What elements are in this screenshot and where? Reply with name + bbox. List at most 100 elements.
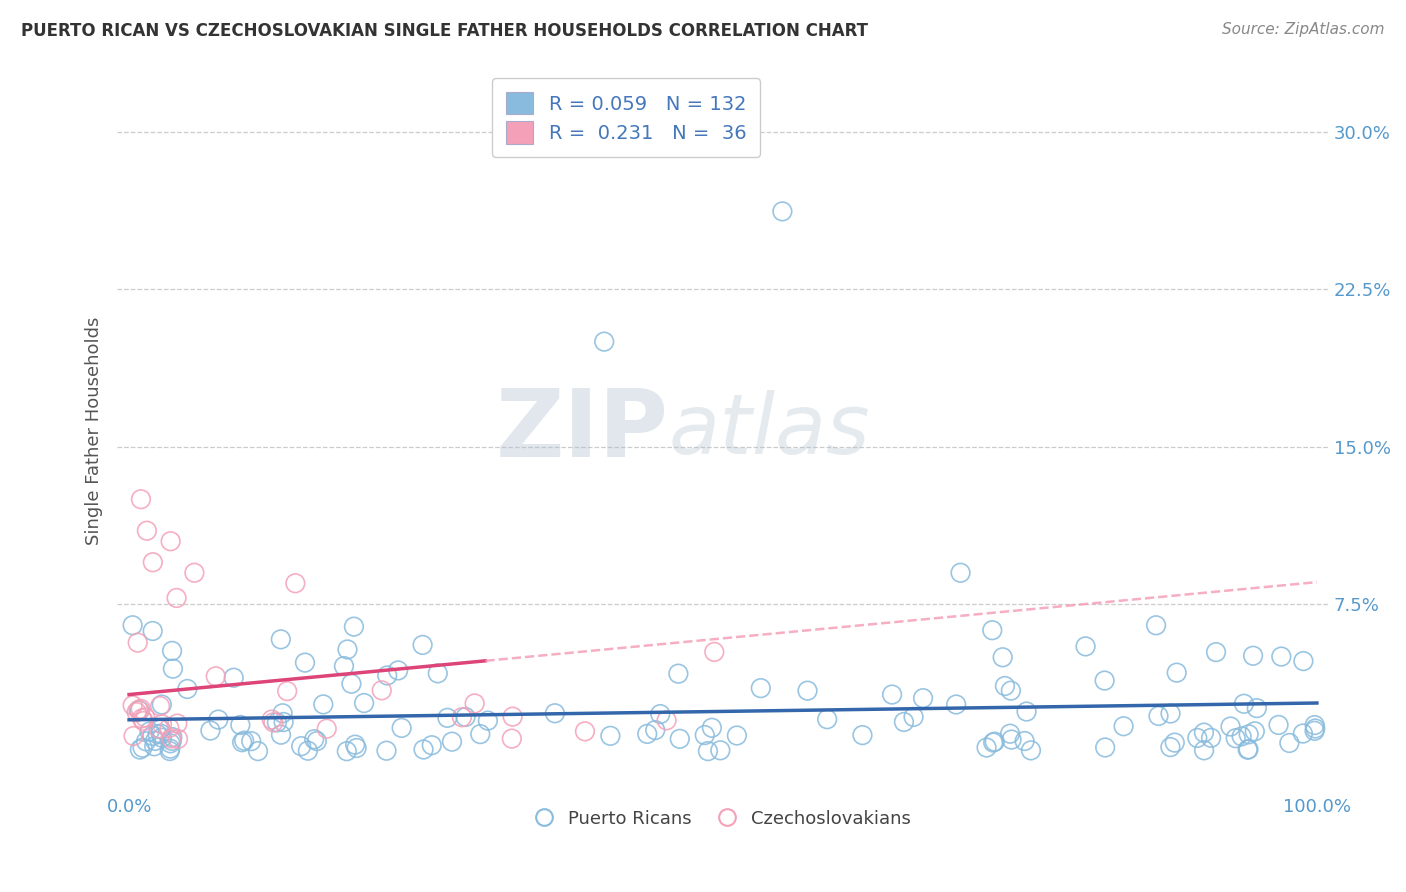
- Point: [1014, 734, 1036, 748]
- Point: [1112, 719, 1135, 733]
- Point: [333, 659, 356, 673]
- Point: [1237, 742, 1260, 756]
- Point: [1230, 730, 1253, 744]
- Point: [315, 722, 337, 736]
- Point: [290, 739, 312, 754]
- Y-axis label: Single Father Households: Single Father Households: [86, 317, 103, 545]
- Point: [1303, 723, 1326, 738]
- Legend: Puerto Ricans, Czechoslovakians: Puerto Ricans, Czechoslovakians: [529, 802, 918, 835]
- Point: [700, 721, 723, 735]
- Point: [725, 729, 748, 743]
- Point: [574, 724, 596, 739]
- Point: [166, 591, 188, 605]
- Point: [668, 731, 690, 746]
- Point: [983, 734, 1005, 748]
- Point: [121, 618, 143, 632]
- Point: [159, 744, 181, 758]
- Point: [159, 741, 181, 756]
- Point: [1246, 701, 1268, 715]
- Point: [1292, 654, 1315, 668]
- Point: [135, 524, 157, 538]
- Point: [121, 698, 143, 713]
- Point: [222, 671, 245, 685]
- Point: [270, 632, 292, 647]
- Point: [903, 710, 925, 724]
- Point: [240, 734, 263, 748]
- Point: [260, 713, 283, 727]
- Point: [893, 714, 915, 729]
- Point: [501, 731, 523, 746]
- Point: [851, 728, 873, 742]
- Point: [650, 707, 672, 722]
- Point: [1074, 640, 1097, 654]
- Point: [593, 334, 616, 349]
- Point: [1233, 697, 1256, 711]
- Point: [544, 706, 567, 721]
- Point: [132, 714, 155, 728]
- Point: [246, 744, 269, 758]
- Point: [200, 723, 222, 738]
- Point: [749, 681, 772, 695]
- Point: [436, 711, 458, 725]
- Point: [644, 723, 666, 737]
- Point: [157, 721, 180, 735]
- Point: [1225, 731, 1247, 746]
- Point: [796, 683, 818, 698]
- Point: [149, 722, 172, 736]
- Point: [336, 744, 359, 758]
- Point: [1192, 743, 1215, 757]
- Point: [233, 733, 256, 747]
- Point: [166, 716, 188, 731]
- Point: [305, 734, 328, 748]
- Point: [146, 727, 169, 741]
- Point: [340, 676, 363, 690]
- Text: ZIP: ZIP: [495, 385, 668, 477]
- Point: [655, 714, 678, 728]
- Point: [440, 734, 463, 748]
- Point: [1160, 706, 1182, 721]
- Point: [176, 681, 198, 696]
- Point: [502, 709, 524, 723]
- Point: [709, 743, 731, 757]
- Point: [998, 727, 1021, 741]
- Point: [273, 714, 295, 729]
- Point: [262, 715, 284, 730]
- Point: [128, 703, 150, 717]
- Point: [143, 734, 166, 748]
- Point: [991, 650, 1014, 665]
- Point: [138, 724, 160, 739]
- Point: [142, 555, 165, 569]
- Point: [149, 699, 172, 714]
- Point: [375, 668, 398, 682]
- Point: [412, 638, 434, 652]
- Point: [343, 620, 366, 634]
- Point: [599, 729, 621, 743]
- Point: [149, 726, 172, 740]
- Point: [636, 727, 658, 741]
- Point: [159, 534, 181, 549]
- Point: [1015, 705, 1038, 719]
- Point: [976, 740, 998, 755]
- Point: [464, 697, 486, 711]
- Point: [134, 710, 156, 724]
- Point: [1147, 709, 1170, 723]
- Point: [371, 683, 394, 698]
- Point: [353, 696, 375, 710]
- Point: [1205, 645, 1227, 659]
- Point: [294, 656, 316, 670]
- Point: [162, 730, 184, 744]
- Point: [412, 742, 434, 756]
- Point: [150, 731, 173, 745]
- Text: atlas: atlas: [668, 391, 870, 472]
- Point: [1241, 648, 1264, 663]
- Point: [420, 738, 443, 752]
- Point: [183, 566, 205, 580]
- Point: [129, 492, 152, 507]
- Point: [160, 644, 183, 658]
- Point: [1187, 731, 1209, 745]
- Point: [150, 698, 173, 712]
- Point: [1270, 649, 1292, 664]
- Point: [994, 679, 1017, 693]
- Point: [945, 698, 967, 712]
- Point: [1292, 726, 1315, 740]
